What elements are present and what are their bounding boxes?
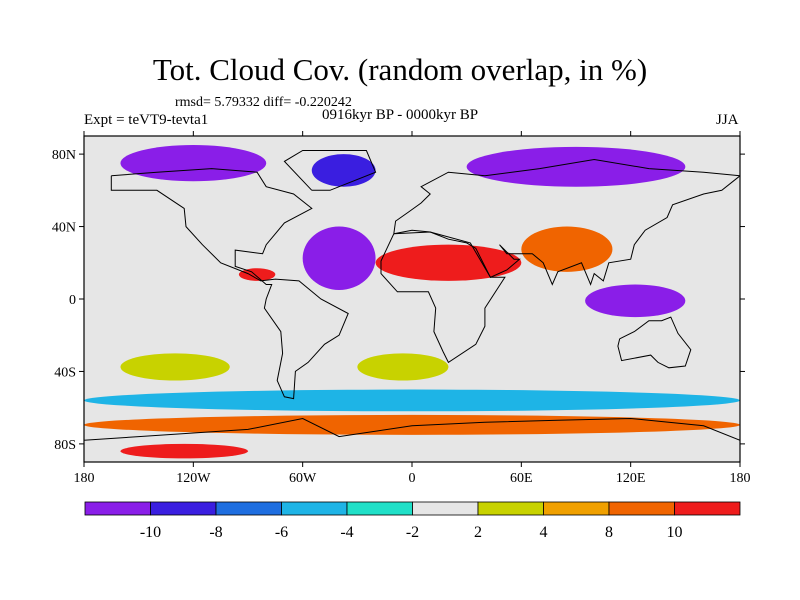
colorbar-label-7: 8 [605,524,613,541]
colorbar-swatch-6 [477,501,544,516]
colorbar-label-0: -10 [140,524,161,541]
colorbar-label-3: -4 [340,524,353,541]
field-region-12 [120,353,230,381]
field-region-4 [585,284,686,318]
colorbar-label-4: -2 [406,524,419,541]
colorbar-swatch-2 [215,501,282,516]
coastline-5 [84,417,740,441]
field-region-11 [357,353,449,381]
x-tick-label-5: 120E [616,471,646,486]
x-tick-label-4: 60E [510,471,533,486]
colorbar-label-6: 4 [540,524,548,541]
cloud-cover-field [84,136,740,462]
field-region-9 [84,414,740,435]
colorbar-swatch-7 [543,501,610,516]
field-region-5 [375,244,522,281]
period-label: 0916kyr BP - 0000kyr BP [322,107,479,123]
colorbar-swatch-5 [412,501,479,516]
stats-label: rmsd= 5.79332 diff= -0.220242 [175,95,352,110]
y-tick-label-0: 80N [52,148,76,163]
x-tick-label-6: 180 [730,471,751,486]
map-axes: 80N 40N 0 40S 80S 180 120W 60W 0 60E 120E 180 [52,131,751,486]
coastline-3 [393,158,740,286]
x-tick-label-2: 60W [289,471,317,486]
field-region-10 [120,443,248,459]
colorbar-label-2: -6 [275,524,288,541]
field-region-6 [521,226,613,272]
coastline-1 [283,150,377,191]
season-label: JJA [716,112,739,128]
colorbar-swatch-0 [84,501,151,516]
colorbar-label-8: 10 [667,524,683,541]
field-region-3 [302,226,376,290]
field-region-2 [311,154,376,187]
field-region-1 [466,146,686,187]
y-tick-label-4: 80S [54,438,76,453]
colorbar-swatch-8 [608,501,675,516]
colorbar-swatch-4 [346,501,413,516]
coastlines [84,150,740,441]
field-region-0 [120,145,267,182]
y-tick-label-3: 40S [54,365,76,380]
coastline-2 [380,231,506,364]
coastline-0 [110,168,349,400]
coastline-4 [617,316,692,369]
colorbar: -10 -8 -6 -4 -2 2 4 8 10 [84,501,741,541]
colorbar-swatch-9 [674,501,741,516]
experiment-label: Expt = teVT9-tevta1 [84,112,209,128]
colorbar-swatch-3 [281,501,348,516]
x-tick-label-1: 120W [176,471,211,486]
colorbar-label-1: -8 [209,524,222,541]
x-tick-label-0: 180 [74,471,95,486]
field-region-8 [84,389,740,412]
colorbar-swatch-1 [150,501,217,516]
colorbar-label-5: 2 [474,524,482,541]
y-tick-label-2: 0 [69,293,76,308]
plot-title: Tot. Cloud Cov. (random overlap, in %) [152,52,648,87]
y-tick-label-1: 40N [52,221,76,236]
x-tick-label-3: 0 [409,471,416,486]
field-region-7 [238,268,276,281]
